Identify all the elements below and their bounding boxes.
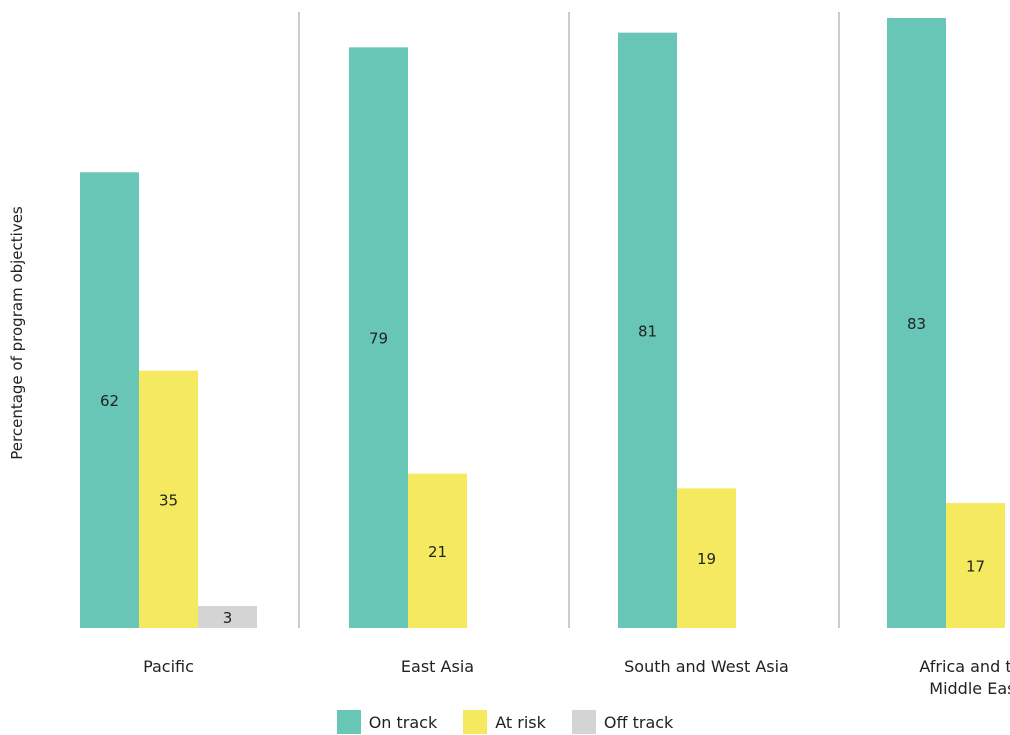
legend-item-on-track: On track (336, 710, 438, 734)
bar-at-risk-2 (408, 473, 467, 628)
legend-label: At risk (495, 712, 546, 732)
bar-value-label: 17 (966, 558, 985, 576)
legend-label: On track (368, 712, 438, 732)
bar-labels-layer: 62 79 81 83 35 21 19 17 3 (100, 315, 985, 627)
bar-value-label: 83 (907, 315, 926, 333)
bar-value-label: 81 (638, 322, 657, 340)
bar-on-track-3 (618, 32, 677, 628)
legend-item-off-track: Off track (571, 710, 674, 734)
bars-layer (80, 17, 1005, 629)
bar-on-track-2 (349, 47, 408, 629)
category-label: Africa and the (919, 657, 1010, 676)
legend-swatch (463, 710, 488, 734)
group-separators (298, 12, 840, 628)
category-label: East Asia (401, 657, 474, 676)
legend-item-at-risk: At risk (463, 710, 546, 734)
bar-value-label: 3 (223, 609, 233, 627)
legend-swatch (336, 710, 361, 734)
bar-value-label: 35 (159, 491, 178, 509)
bar-on-track-1 (80, 172, 139, 629)
category-labels-layer: Pacific East Asia South and West Asia Afric… (143, 657, 1010, 698)
bar-on-track-4 (887, 17, 946, 628)
bar-value-label: 62 (100, 392, 119, 410)
bar-value-label: 19 (697, 550, 716, 568)
y-axis-label: Percentage of program objectives (8, 206, 26, 460)
category-label: Middle East (929, 679, 1010, 698)
bar-at-risk-1 (139, 370, 198, 628)
legend-swatch (571, 710, 596, 734)
legend: On track At risk Off track (0, 710, 1010, 734)
category-label: South and West Asia (624, 657, 789, 676)
bar-at-risk-4 (946, 503, 1005, 628)
bar-off-track-1 (198, 605, 257, 628)
legend-label: Off track (603, 712, 674, 732)
bar-at-risk-3 (677, 488, 736, 628)
category-label: Pacific (143, 657, 194, 676)
bar-value-label: 21 (428, 543, 447, 561)
bar-value-label: 79 (369, 330, 388, 348)
